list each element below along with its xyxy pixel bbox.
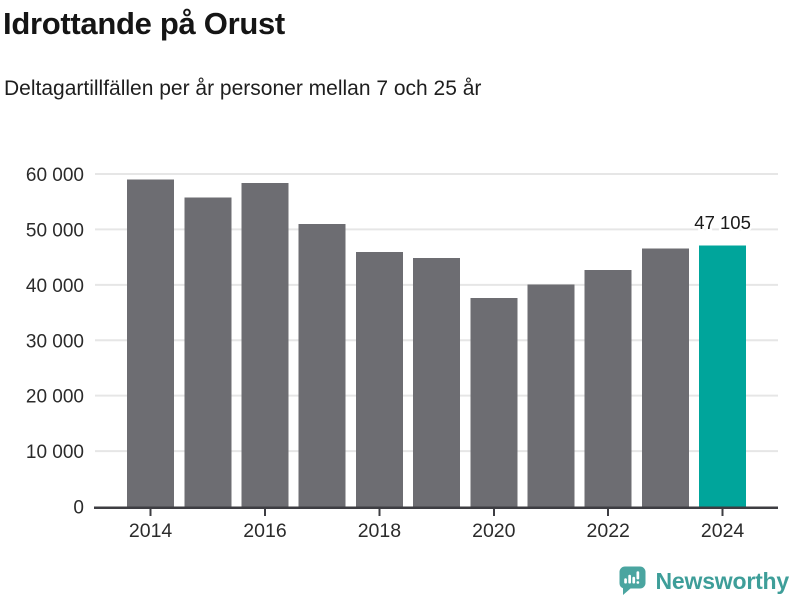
y-axis-label: 40 000 (26, 276, 84, 297)
newsworthy-logo: Newsworthy (619, 564, 789, 598)
bar-chart: 0 10 000 20 000 30 000 40 000 50 000 60 000 201… (26, 165, 778, 542)
bar-2021 (527, 284, 575, 507)
bar-2016 (241, 182, 289, 507)
y-axis-label: 30 000 (26, 331, 84, 352)
y-axis-label: 20 000 (26, 387, 84, 408)
x-axis-label: 2018 (358, 520, 401, 542)
bar-2020 (470, 298, 518, 507)
bar-2017 (298, 223, 346, 507)
y-axis-label: 10 000 (26, 442, 84, 463)
chart-title: Idrottande på Orust (3, 6, 285, 41)
x-axis-label: 2022 (587, 520, 630, 542)
newsworthy-wordmark: Newsworthy (655, 567, 790, 594)
x-axis-label: 2020 (472, 520, 516, 542)
y-axis-label: 60 000 (26, 165, 84, 186)
bar-2023 (641, 248, 689, 507)
bar-2015 (184, 197, 232, 507)
x-axis-label: 2024 (701, 520, 745, 542)
bar-2018 (355, 252, 403, 507)
y-axis-label: 0 (73, 498, 84, 519)
bar-2022 (584, 269, 632, 507)
bar-2024 (699, 245, 747, 507)
x-axis-label: 2016 (243, 520, 286, 542)
bar-2019 (413, 258, 461, 507)
x-axis-label: 2014 (129, 520, 173, 542)
y-axis-label: 50 000 (26, 220, 84, 241)
chart-subtitle: Deltagartillfällen per år personer mella… (4, 77, 482, 100)
bar-2014 (127, 179, 175, 507)
newsworthy-bubble-chart-icon (619, 566, 646, 595)
bar-value-annotation: 47 105 (694, 212, 751, 233)
